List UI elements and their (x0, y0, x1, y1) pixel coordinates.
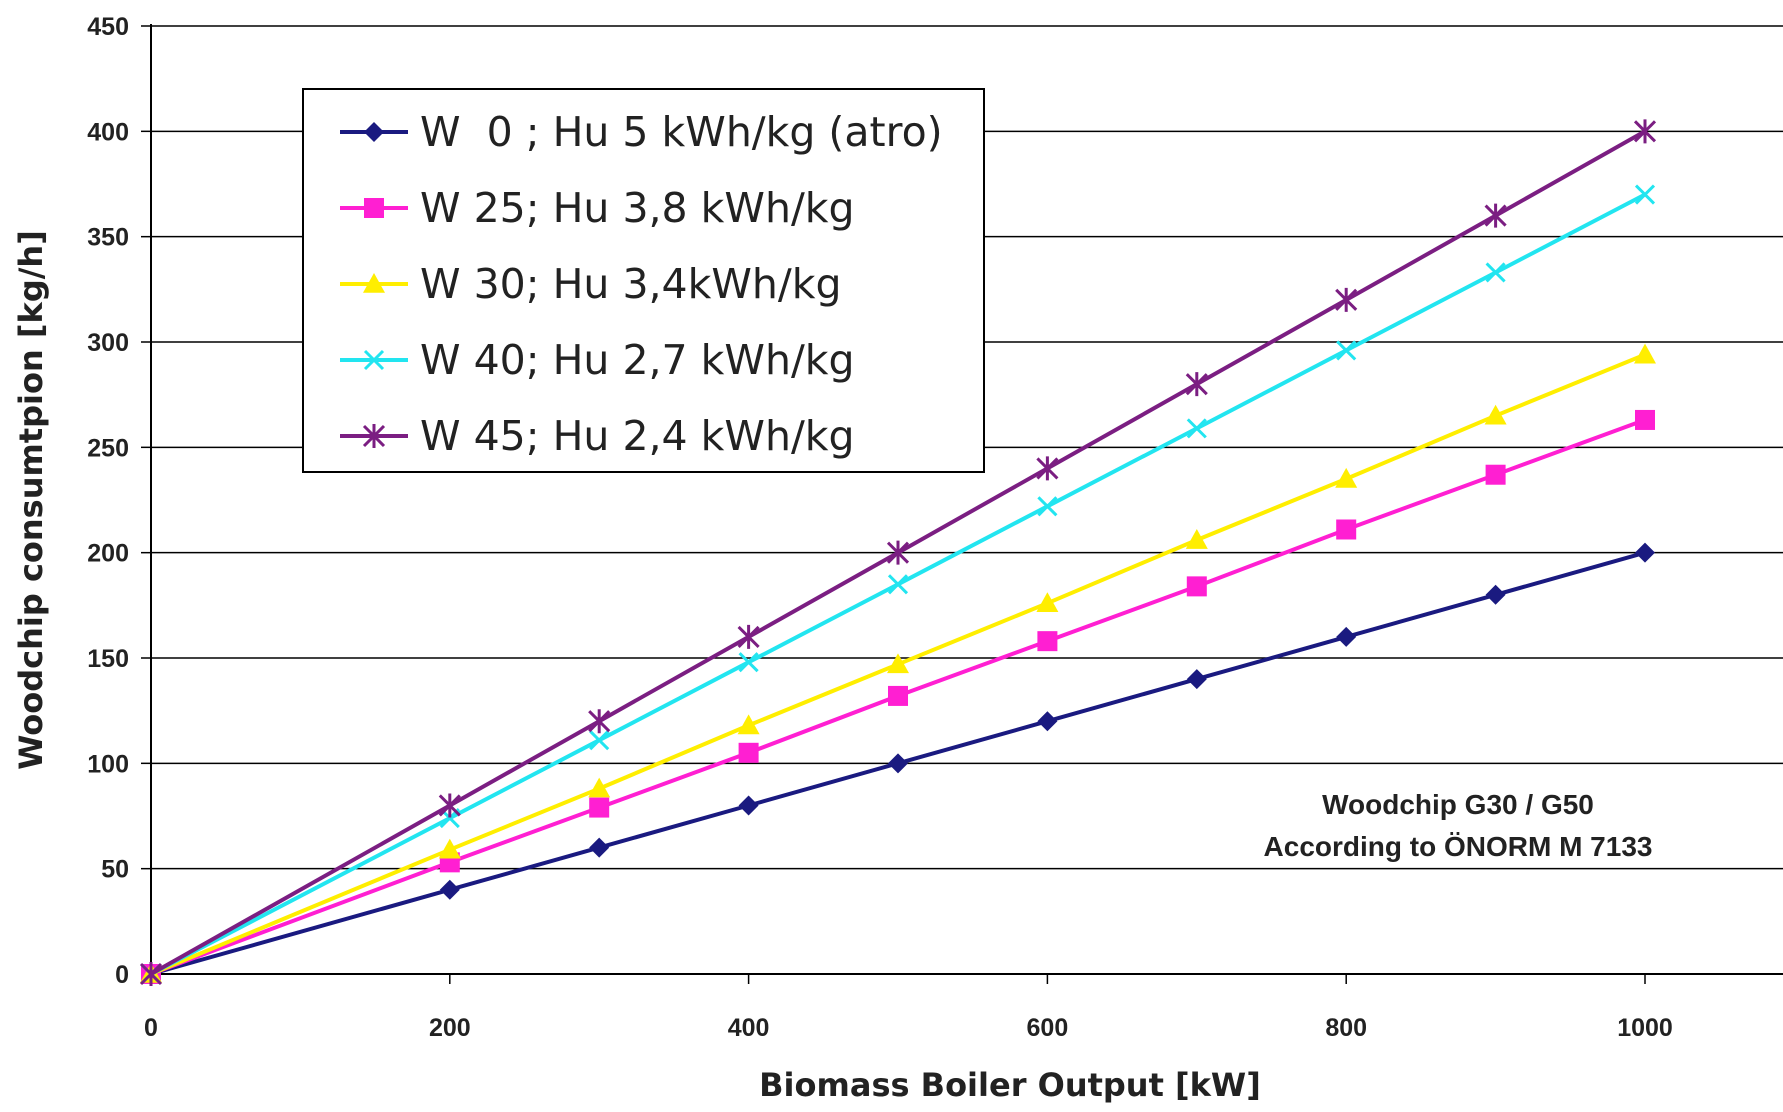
legend-item: W 30; Hu 3,4kWh/kg (340, 260, 842, 308)
series-4 (139, 119, 1657, 986)
data-point (439, 879, 460, 900)
data-point (888, 753, 908, 774)
legend-marker (362, 424, 386, 448)
data-point (737, 624, 760, 649)
data-point (888, 685, 908, 706)
annotation-line-1: Woodchip G30 / G50 (1322, 789, 1594, 820)
y-tick-label: 50 (101, 856, 129, 884)
data-point (139, 962, 163, 986)
series-line (150, 550, 1646, 976)
series-2 (140, 343, 1656, 983)
y-tick-label: 250 (87, 434, 129, 462)
data-point (1635, 409, 1655, 430)
data-point (1634, 184, 1656, 205)
data-point (589, 837, 610, 858)
data-point (588, 709, 611, 734)
series-1 (141, 409, 1655, 984)
data-point (1484, 203, 1507, 228)
y-tick-label: 200 (87, 540, 129, 568)
data-point (1186, 669, 1207, 690)
legend-item: W 45; Hu 2,4 kWh/kg (340, 412, 855, 460)
data-point (1336, 626, 1357, 647)
series-0 (141, 542, 1655, 984)
legend-marker (363, 273, 385, 293)
x-tick-label: 200 (429, 1014, 471, 1042)
data-point (887, 574, 909, 595)
series-line (150, 418, 1646, 976)
y-tick-label: 400 (87, 118, 129, 146)
data-point (1335, 287, 1358, 312)
series-line (150, 192, 1646, 976)
data-point (1037, 631, 1058, 652)
y-tick-labels: 0 50 100 150 200 250 300 350 400 450 (87, 13, 129, 989)
data-point (1186, 418, 1207, 439)
data-point (1336, 340, 1357, 361)
data-point (1633, 119, 1657, 144)
legend-label: W 25; Hu 3,8 kWh/kg (420, 184, 855, 232)
data-point (1185, 372, 1208, 397)
legend-marker (364, 198, 384, 218)
data-point (1036, 456, 1059, 481)
series-line (150, 352, 1646, 976)
legend-label: W 30; Hu 3,4kWh/kg (420, 260, 842, 308)
data-point (589, 730, 610, 751)
legend-label: W 40; Hu 2,7 kWh/kg (420, 336, 855, 384)
legend-item: W 40; Hu 2,7 kWh/kg (340, 336, 855, 384)
series-line (150, 129, 1646, 976)
y-tick-label: 150 (87, 645, 129, 673)
series-3 (140, 184, 1656, 985)
data-point (738, 795, 759, 816)
data-point (1485, 584, 1506, 605)
data-point (738, 742, 759, 763)
data-point (1036, 592, 1059, 613)
data-point (737, 714, 760, 735)
data-point (886, 540, 910, 565)
y-tick-label: 350 (87, 224, 129, 252)
legend-label: W 0 ; Hu 5 kWh/kg (atro) (420, 108, 943, 156)
legend: W 0 ; Hu 5 kWh/kg (atro) W 25; Hu 3,8 kWh… (302, 88, 985, 473)
legend-label: W 45; Hu 2,4 kWh/kg (420, 412, 855, 460)
data-point (1336, 519, 1357, 540)
legend-item: W 25; Hu 3,8 kWh/kg (340, 184, 855, 232)
data-point (589, 797, 610, 818)
data-point (1185, 529, 1208, 549)
x-tick-labels: 0 200 400 600 800 1000 (144, 1014, 1673, 1042)
y-tick-label: 300 (87, 329, 129, 357)
x-tick-label: 0 (144, 1014, 158, 1042)
y-tick-label: 450 (87, 13, 129, 41)
data-point (1635, 542, 1655, 563)
y-tick-label: 100 (87, 750, 129, 778)
data-point (738, 652, 759, 673)
x-tick-label: 400 (728, 1014, 770, 1042)
data-point (1485, 262, 1506, 283)
annotation-line-2: According to ÖNORM M 7133 (1264, 831, 1653, 862)
chart-annotation: Woodchip G30 / G50 According to ÖNORM M … (1264, 789, 1653, 862)
data-series (139, 119, 1657, 986)
data-point (438, 838, 461, 859)
data-point (1634, 343, 1656, 364)
data-point (1484, 404, 1507, 425)
x-tick-label: 1000 (1617, 1014, 1673, 1042)
data-point (1037, 711, 1058, 732)
legend-item: W 0 ; Hu 5 kWh/kg (atro) (340, 108, 943, 156)
y-axis-title: Woodchip consumtpion [kg/h] (12, 230, 50, 770)
data-point (1485, 464, 1506, 485)
legend-box (302, 88, 985, 473)
legend-marker (363, 349, 385, 371)
x-axis-title: Biomass Boiler Output [kW] (759, 1066, 1261, 1104)
legend-marker (364, 122, 384, 142)
x-tick-label: 600 (1027, 1014, 1069, 1042)
x-tick-label: 800 (1325, 1014, 1367, 1042)
data-point (438, 793, 461, 818)
data-point (588, 777, 611, 798)
y-tick-label: 0 (115, 961, 129, 989)
data-point (887, 653, 909, 674)
data-point (1186, 576, 1207, 597)
data-point (1037, 496, 1058, 517)
data-point (1335, 467, 1358, 488)
